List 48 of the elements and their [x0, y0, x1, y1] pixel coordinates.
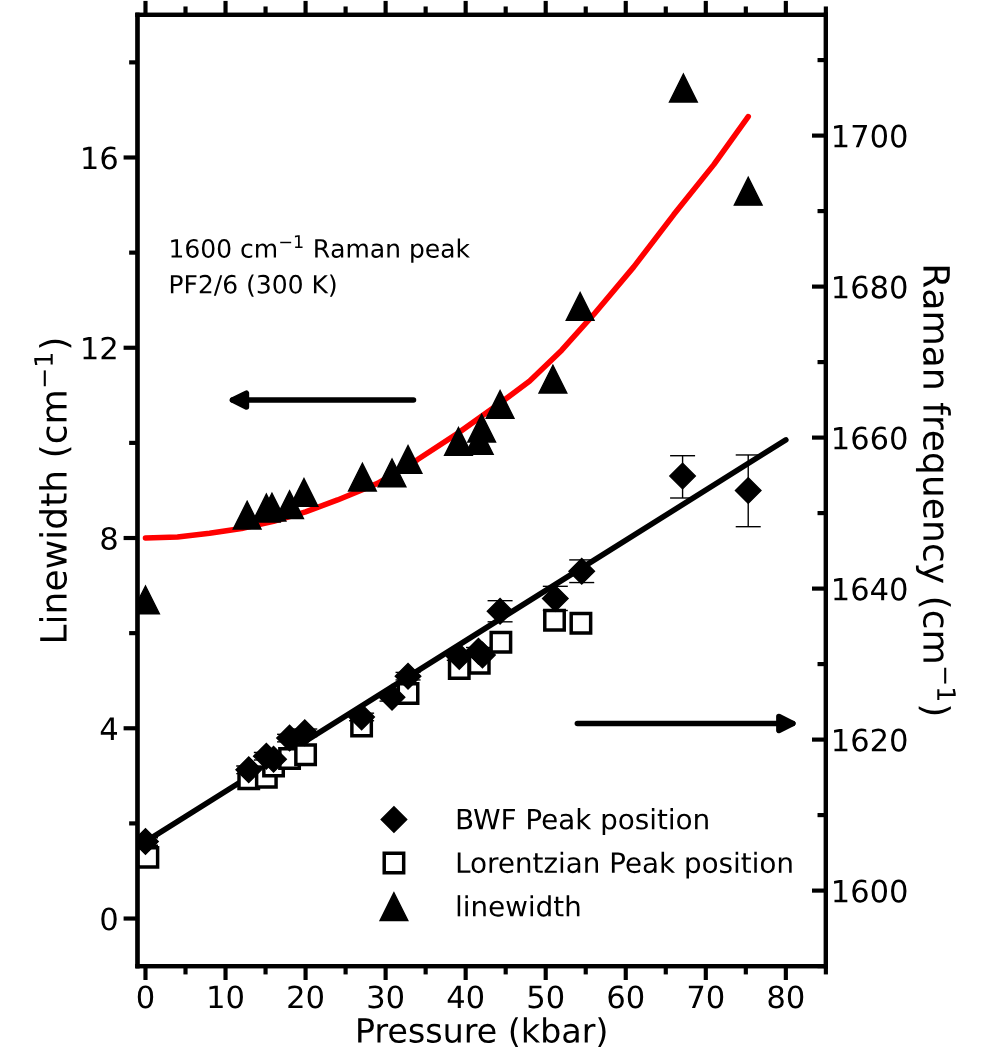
point	[538, 364, 568, 394]
y2-tick-label: 1680	[834, 275, 907, 299]
point	[485, 389, 515, 419]
point	[393, 444, 423, 475]
annotation: 1600 cm$^{−1}$ Raman peak PF2/6 (300 K)	[170, 235, 470, 297]
point	[565, 291, 595, 321]
y2-tick-label: 1600	[834, 879, 907, 903]
x-tick-label: 40	[447, 985, 484, 1009]
point	[467, 413, 497, 443]
x-tick-label: 30	[368, 985, 404, 1009]
x-axis-title: Pressure (kbar)	[358, 1017, 606, 1047]
y2-tick-label: 1620	[834, 728, 907, 752]
point	[291, 719, 319, 747]
x-tick-label: 10	[209, 985, 243, 1009]
y-tick-label: 8	[101, 526, 117, 551]
x-tick-label: 0	[137, 985, 154, 1009]
point	[378, 683, 406, 711]
x-tick-label: 70	[688, 985, 724, 1009]
point	[445, 643, 473, 671]
point	[232, 500, 262, 530]
legend-label: Lorentzian Peak position	[457, 851, 792, 879]
point	[294, 743, 318, 767]
x-tick-label: 50	[528, 985, 564, 1009]
y2-axis-title: Raman frequency (cm$^{−1}$)	[915, 266, 956, 715]
point	[394, 662, 422, 690]
point	[733, 176, 763, 206]
x-tick-label: 60	[608, 985, 644, 1009]
point	[569, 611, 593, 635]
point	[377, 458, 407, 488]
point	[669, 462, 697, 490]
y2-tick-label: 1640	[834, 577, 907, 601]
x-tick-label: 20	[288, 985, 323, 1009]
y-tick-label: 0	[101, 907, 117, 931]
y-tick-label: 4	[100, 717, 118, 740]
x-tick-label: 80	[768, 985, 804, 1009]
point	[443, 426, 474, 457]
y2-tick-label: 1660	[834, 426, 907, 450]
y-tick-label: 16	[83, 146, 117, 170]
point	[347, 462, 377, 492]
y-axis-title: Linewidth (cm$^{−1}$)	[34, 339, 72, 642]
point	[543, 608, 566, 632]
point	[734, 476, 762, 504]
point	[668, 73, 698, 103]
y-tick-label: 12	[83, 336, 116, 360]
legend-label: linewidth	[457, 895, 580, 917]
legend-label: BWF Peak position	[457, 808, 708, 835]
y2-tick-label: 1700	[834, 124, 907, 148]
point	[489, 630, 513, 654]
